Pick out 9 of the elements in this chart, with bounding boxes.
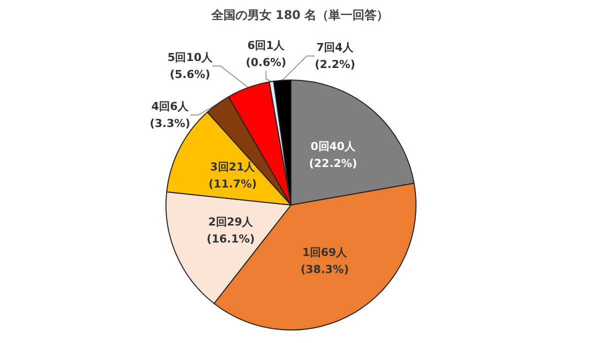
slice-label: 4回6人 (3.3%)	[150, 100, 190, 130]
chart-title: 全国の男女 180 名（単一回答）	[210, 8, 389, 22]
slice-label: 5回10人 (5.6%)	[168, 51, 214, 81]
slice-label: 2回29人 (16.1%)	[206, 216, 255, 246]
slice-label: 1回69人 (38.3%)	[300, 246, 349, 276]
slice-label: 3回21人 (11.7%)	[208, 160, 257, 190]
slice-label: 7回4人 (2.2%)	[314, 41, 356, 71]
slice-label: 6回1人 (0.6%)	[246, 39, 286, 69]
slice-label: 0回40人 (22.2%)	[308, 140, 358, 170]
